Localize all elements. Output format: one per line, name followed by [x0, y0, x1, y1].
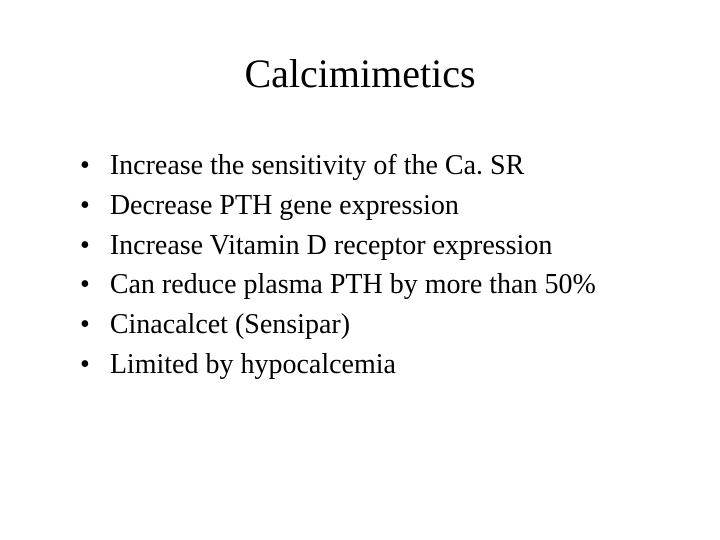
slide-title: Calcimimetics [50, 50, 670, 97]
bullet-text: Decrease PTH gene expression [110, 187, 670, 225]
bullet-marker-icon: • [80, 346, 90, 384]
bullet-marker-icon: • [80, 306, 90, 344]
bullet-marker-icon: • [80, 147, 90, 185]
bullet-marker-icon: • [80, 227, 90, 265]
bullet-item: • Can reduce plasma PTH by more than 50% [80, 266, 670, 304]
bullet-item: • Increase the sensitivity of the Ca. SR [80, 147, 670, 185]
bullet-item: • Decrease PTH gene expression [80, 187, 670, 225]
bullet-text: Limited by hypocalcemia [110, 346, 670, 384]
bullet-text: Can reduce plasma PTH by more than 50% [110, 266, 670, 304]
bullet-item: • Limited by hypocalcemia [80, 346, 670, 384]
bullet-marker-icon: • [80, 187, 90, 225]
bullet-text: Cinacalcet (Sensipar) [110, 306, 670, 344]
bullet-text: Increase Vitamin D receptor expression [110, 227, 670, 265]
bullet-text: Increase the sensitivity of the Ca. SR [110, 147, 670, 185]
bullet-item: • Cinacalcet (Sensipar) [80, 306, 670, 344]
bullet-item: • Increase Vitamin D receptor expression [80, 227, 670, 265]
slide-container: Calcimimetics • Increase the sensitivity… [0, 0, 720, 540]
bullet-list: • Increase the sensitivity of the Ca. SR… [50, 147, 670, 384]
bullet-marker-icon: • [80, 266, 90, 304]
